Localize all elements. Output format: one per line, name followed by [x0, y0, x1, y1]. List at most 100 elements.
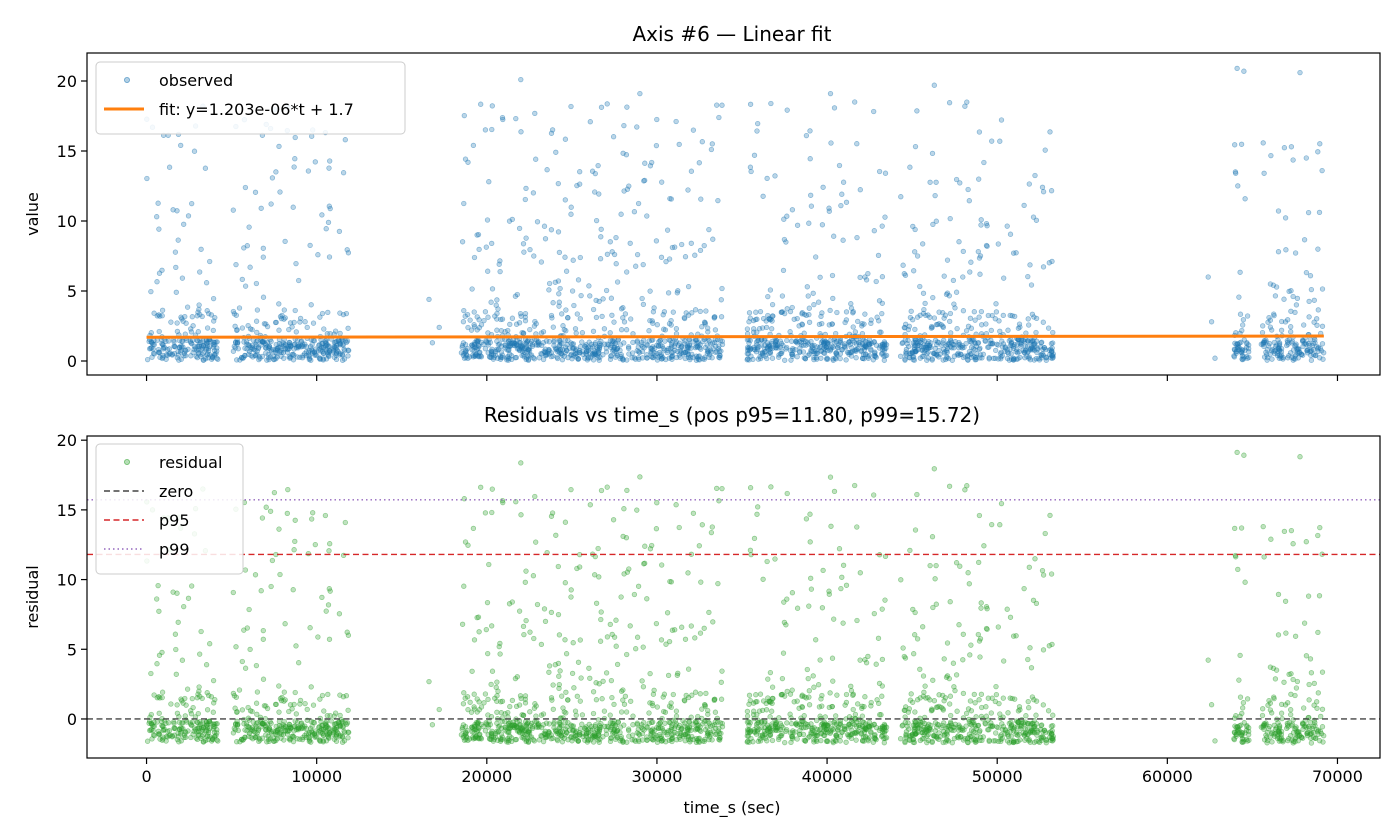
- observed-point: [1036, 357, 1043, 363]
- observed-point: [426, 296, 432, 303]
- observed-point: [280, 340, 286, 346]
- observed-point: [1235, 183, 1241, 189]
- residual-point: [568, 587, 574, 593]
- observed-point: [278, 353, 284, 359]
- residual-point: [815, 682, 822, 688]
- observed-point: [815, 299, 822, 305]
- residual-point: [1260, 706, 1266, 712]
- residual-point: [981, 543, 987, 549]
- observed-point: [292, 134, 298, 141]
- observed-point: [1268, 152, 1274, 159]
- observed-point: [978, 217, 984, 223]
- residual-point: [1275, 632, 1282, 638]
- residual-point: [507, 703, 513, 710]
- residual-point: [630, 713, 636, 719]
- residual-point: [245, 715, 252, 721]
- observed-point: [319, 310, 326, 317]
- residual-point: [750, 739, 756, 745]
- residual-point: [321, 708, 327, 714]
- residual-point: [682, 636, 689, 642]
- residual-point: [754, 727, 760, 733]
- residual-point: [522, 723, 529, 729]
- observed-point: [920, 241, 926, 247]
- observed-point: [296, 277, 302, 284]
- residual-point: [670, 691, 676, 698]
- observed-point: [1027, 262, 1033, 268]
- observed-point: [780, 267, 787, 274]
- observed-point: [610, 134, 617, 140]
- residual-point: [1259, 712, 1266, 719]
- residual-point: [1265, 702, 1271, 708]
- observed-point: [331, 354, 338, 360]
- residual-point: [284, 731, 291, 737]
- residual-point: [668, 732, 675, 738]
- residual-point: [481, 700, 487, 706]
- residual-point: [765, 676, 771, 682]
- observed-point: [699, 324, 705, 330]
- observed-point: [956, 239, 962, 245]
- observed-point: [507, 342, 514, 349]
- residual-point: [640, 644, 646, 650]
- observed-point: [1046, 260, 1052, 266]
- residual-point: [246, 606, 252, 613]
- residual-point: [766, 733, 772, 739]
- residual-point: [958, 726, 964, 733]
- residual-point: [833, 732, 839, 739]
- residual-point: [1319, 706, 1326, 712]
- residual-point: [210, 709, 216, 715]
- observed-point: [834, 309, 840, 316]
- residual-point: [781, 619, 788, 626]
- residual-point: [198, 628, 204, 635]
- residual-point: [1045, 708, 1052, 714]
- observed-point: [676, 340, 683, 346]
- residual-point: [685, 570, 691, 576]
- observed-point: [650, 337, 656, 343]
- residual-point: [972, 700, 978, 706]
- residual-point: [754, 698, 760, 705]
- observed-point: [782, 357, 788, 363]
- observed-point: [651, 305, 657, 311]
- residual-point: [804, 666, 810, 673]
- y-tick-label: 10: [57, 212, 77, 231]
- observed-point: [1269, 327, 1275, 333]
- observed-point: [474, 327, 480, 333]
- observed-point: [509, 315, 516, 321]
- observed-point: [653, 142, 660, 149]
- residual-point: [1301, 705, 1307, 711]
- residual-point: [324, 712, 330, 719]
- observed-point: [1263, 349, 1269, 355]
- residual-point: [207, 641, 213, 647]
- observed-point: [718, 297, 724, 303]
- observed-point: [984, 223, 990, 229]
- observed-point: [875, 252, 882, 259]
- residual-point: [803, 516, 810, 522]
- observed-point: [568, 103, 574, 110]
- residual-point: [281, 689, 287, 695]
- observed-point: [568, 211, 574, 217]
- observed-point: [912, 340, 918, 346]
- residual-point: [1232, 525, 1238, 532]
- observed-point: [868, 320, 874, 327]
- observed-point: [930, 221, 936, 228]
- residual-point: [907, 547, 913, 554]
- residual-point: [983, 704, 989, 710]
- observed-point: [473, 337, 480, 344]
- residual-point: [336, 611, 343, 617]
- residual-point: [1267, 664, 1274, 670]
- observed-point: [1240, 322, 1246, 328]
- residual-point: [234, 709, 240, 715]
- observed-point: [531, 253, 537, 259]
- residual-point: [311, 720, 318, 726]
- residual-point: [322, 512, 329, 519]
- residual-point: [744, 733, 750, 739]
- observed-point: [502, 345, 508, 351]
- observed-point: [520, 330, 527, 336]
- observed-point: [1244, 355, 1251, 361]
- observed-point: [185, 213, 192, 219]
- observed-point: [489, 286, 496, 292]
- observed-point: [546, 280, 553, 287]
- residual-panel-xlabel: time_s (sec): [683, 798, 780, 818]
- observed-point: [1290, 293, 1296, 300]
- observed-point: [254, 338, 261, 344]
- observed-point: [862, 311, 868, 317]
